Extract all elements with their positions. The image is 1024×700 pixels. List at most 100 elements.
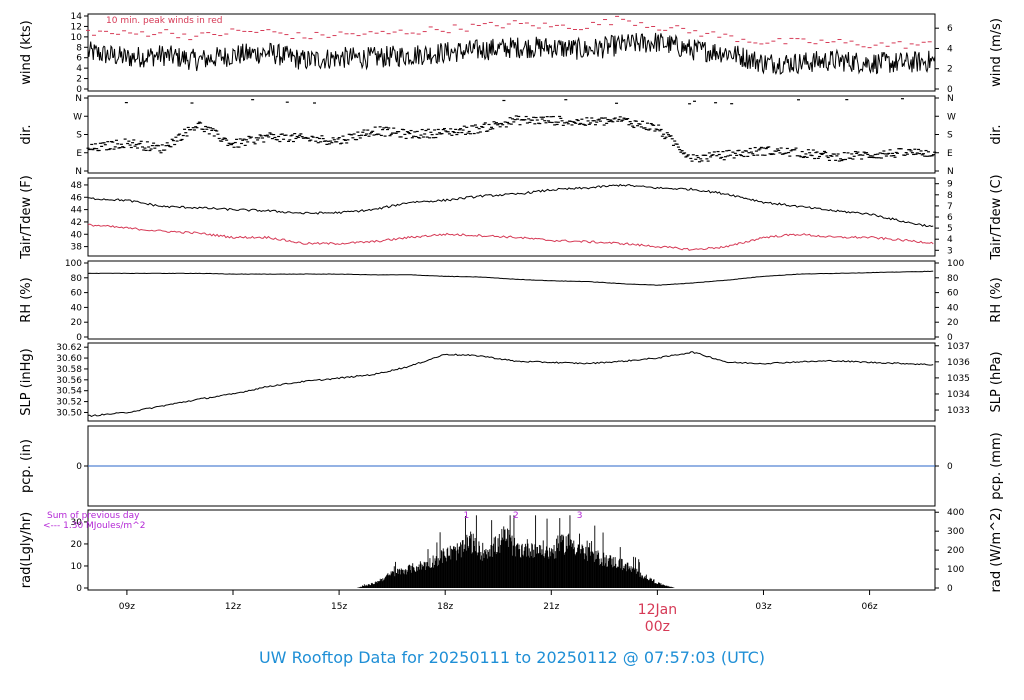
air-temp-line: [88, 183, 934, 228]
y-tick-label-left: 30.58: [56, 365, 82, 375]
radiation-marker: 1: [464, 511, 470, 521]
x-tick-label: 03z: [755, 602, 771, 612]
y-axis-label-right: Tair/Tdew (C): [989, 174, 1004, 260]
humidity-line: [87, 270, 934, 286]
y-axis-label-right: SLP (hPa): [989, 351, 1004, 412]
y-tick-label-left: 10: [71, 33, 83, 43]
wind-speed-line: [87, 32, 936, 75]
y-tick-label-left: W: [73, 112, 82, 122]
y-tick-label-right: 2: [947, 65, 953, 75]
y-tick-label-left: 42: [71, 218, 82, 228]
y-tick-label-left: 38: [71, 243, 83, 253]
radiation-marker: 3: [577, 511, 583, 521]
y-tick-label-right: 9: [947, 180, 953, 190]
y-axis-label-left: rad(Lgly/hr): [19, 512, 34, 588]
y-tick-label-left: 0: [76, 462, 82, 472]
y-axis-label-right: dir.: [989, 124, 1004, 144]
y-tick-label-right: N: [947, 94, 954, 104]
y-axis-label-left: SLP (inHg): [19, 348, 34, 416]
panel-frame: [87, 177, 936, 257]
panel-humidity: 0 20 40 60 80 100 0 20 40 60 80 100 RH (%) RH (%): [19, 259, 1004, 343]
y-tick-label-left: 30.50: [56, 408, 82, 418]
date-label: 12Jan: [638, 602, 677, 618]
y-tick-label-right: 1037: [947, 342, 970, 352]
y-tick-label-right: 60: [947, 289, 959, 299]
y-tick-label-right: 20: [947, 318, 959, 328]
y-tick-label-left: N: [75, 94, 82, 104]
y-tick-label-right: 6: [947, 24, 953, 34]
y-tick-label-right: N: [947, 167, 954, 177]
y-tick-label-right: 100: [947, 565, 964, 575]
y-tick-label-left: 2: [76, 75, 82, 85]
y-tick-label-right: 1036: [947, 358, 970, 368]
y-axis-label-left: Tair/Tdew (F): [19, 175, 34, 260]
peak-wind-note: 10 min. peak winds in red: [106, 16, 223, 26]
daily-sum-value: <--- 1.30 MJoules/m^2: [43, 521, 145, 531]
y-tick-label-left: 0: [76, 85, 82, 95]
y-tick-label-left: 6: [76, 54, 82, 64]
y-tick-label-right: 1034: [947, 390, 970, 400]
panel-frame: [87, 342, 936, 422]
y-tick-label-right: 8: [947, 191, 953, 201]
x-tick-label: 18z: [437, 602, 453, 612]
y-tick-label-right: 3: [947, 246, 953, 256]
y-tick-label-left: 46: [71, 193, 83, 203]
y-tick-label-right: 7: [947, 202, 953, 212]
y-axis-label-right: RH (%): [989, 277, 1004, 322]
y-tick-label-left: 0: [76, 584, 82, 594]
x-tick-label: 15z: [331, 602, 347, 612]
y-tick-label-left: 12: [71, 22, 82, 32]
date-sublabel: 00z: [645, 619, 670, 635]
y-tick-label-left: 30.52: [56, 398, 82, 408]
y-axis-label-right: wind (m/s): [989, 18, 1004, 87]
y-tick-label-right: 40: [947, 303, 959, 313]
panel-precipitation: 0 0 pcp. (in) pcp. (mm): [19, 425, 1004, 507]
y-tick-label-right: 0: [947, 584, 953, 594]
y-tick-label-right: W: [947, 112, 956, 122]
y-tick-label-left: 60: [71, 289, 83, 299]
y-tick-label-left: 0: [76, 333, 82, 343]
y-tick-label-left: 30.54: [56, 387, 82, 397]
y-axis-label-left: RH (%): [19, 277, 34, 322]
y-tick-label-left: 20: [71, 540, 83, 550]
y-tick-label-right: 5: [947, 224, 953, 234]
y-tick-label-left: 14: [71, 12, 83, 22]
y-axis-label-right: rad (W/m^2): [989, 508, 1004, 593]
y-tick-label-left: 8: [76, 43, 82, 53]
y-tick-label-left: 30.56: [56, 376, 82, 386]
dewpoint-line: [87, 223, 934, 251]
pressure-line: [88, 351, 934, 417]
y-tick-label-left: N: [75, 167, 82, 177]
y-tick-label-right: 1033: [947, 406, 970, 416]
y-tick-label-left: E: [76, 149, 82, 159]
y-tick-label-right: 0: [947, 333, 953, 343]
x-tick-label: 06z: [861, 602, 877, 612]
y-tick-label-left: 80: [71, 274, 83, 284]
radiation-marker: 2: [513, 511, 519, 521]
y-tick-label-left: 30: [71, 518, 83, 528]
y-tick-label-right: 80: [947, 274, 959, 284]
daily-sum-label: Sum of previous day: [47, 511, 140, 521]
y-tick-label-left: 30.60: [56, 354, 82, 364]
y-tick-label-left: S: [76, 131, 82, 141]
y-tick-label-left: 30.62: [56, 343, 82, 353]
y-tick-label-right: 0: [947, 462, 953, 472]
y-tick-label-right: 300: [947, 527, 964, 537]
y-tick-label-left: 10: [71, 562, 83, 572]
y-tick-label-right: 200: [947, 546, 964, 556]
y-axis-label-left: dir.: [19, 124, 34, 144]
y-tick-label-left: 40: [71, 303, 83, 313]
y-tick-label-left: 100: [65, 259, 82, 269]
y-tick-label-right: 1035: [947, 374, 970, 384]
panel-frame: [87, 95, 936, 174]
panel-frame: [87, 260, 936, 340]
y-tick-label-right: 400: [947, 508, 964, 518]
chart-title: UW Rooftop Data for 20250111 to 20250112…: [258, 648, 766, 667]
